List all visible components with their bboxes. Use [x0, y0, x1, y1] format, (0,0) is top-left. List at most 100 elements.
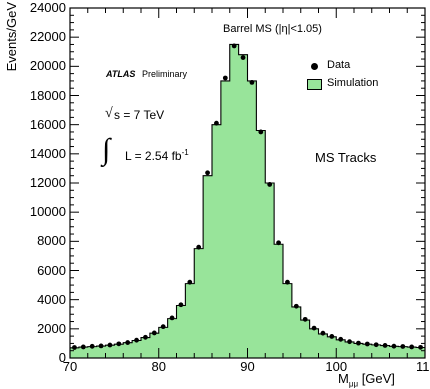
x-tick-label: 70: [62, 359, 78, 374]
data-point: [143, 334, 148, 340]
data-point: [338, 336, 344, 342]
data-point: [276, 240, 281, 246]
sim-bin: [300, 320, 311, 358]
y-tick-label: 6000: [37, 262, 66, 278]
data-point: [356, 340, 361, 346]
data-point: [409, 344, 415, 350]
x-tick-label: 90: [240, 359, 255, 374]
sim-bin: [229, 44, 240, 358]
y-tick-label: 12000: [29, 175, 66, 190]
data-point: [178, 302, 184, 308]
x-axis-label-sub: μμ: [348, 379, 359, 389]
data-point: [125, 340, 131, 345]
luminosity-label: L = 2.54 fb-1: [125, 148, 189, 163]
data-point: [329, 334, 335, 339]
sim-bin: [167, 318, 177, 358]
x-axis-label: Mμμ [GeV]: [338, 371, 395, 389]
legend-simulation-swatch: [307, 79, 322, 90]
y-tick-label: 0: [58, 350, 66, 365]
data-point: [347, 339, 352, 345]
sim-bin: [309, 328, 319, 358]
y-tick-label: 14000: [29, 145, 66, 161]
data-point: [240, 55, 246, 60]
sim-bin: [203, 175, 213, 358]
data-point: [205, 170, 210, 176]
legend-data-label: Data: [327, 59, 351, 71]
data-point: [373, 342, 379, 348]
x-axis-label-unit: [GeV]: [361, 371, 395, 386]
sim-bin: [194, 248, 204, 358]
data-point: [320, 330, 326, 336]
sim-bin: [220, 80, 231, 359]
data-point: [302, 316, 308, 322]
sim-bin: [345, 341, 355, 358]
sim-bin: [87, 346, 98, 358]
data-markers: [72, 43, 423, 350]
luminosity-text: L = 2.54 fb: [125, 149, 182, 163]
y-tick-label: 20000: [29, 58, 66, 74]
data-point: [391, 343, 397, 349]
data-point: [187, 279, 193, 285]
sim-bin: [141, 337, 151, 358]
data-point: [160, 324, 166, 330]
sim-bin: [105, 345, 115, 358]
data-point: [116, 341, 122, 347]
simulation-histogram: [70, 43, 426, 359]
data-point: [89, 343, 95, 349]
legend-data-marker: [311, 63, 318, 70]
data-point: [231, 43, 237, 49]
sim-bin: [238, 54, 248, 359]
simulation-outline: [70, 43, 425, 349]
data-point: [382, 343, 388, 348]
sim-bin: [362, 344, 373, 358]
data-point: [285, 279, 290, 285]
sim-bin: [114, 344, 124, 358]
sim-bin: [416, 347, 426, 358]
sim-bin: [256, 130, 266, 358]
sim-bin: [265, 183, 275, 358]
sim-bin: [158, 327, 169, 358]
data-point: [169, 315, 175, 321]
sim-bin: [380, 345, 390, 358]
data-point: [214, 120, 219, 126]
x-tick-label: 11: [416, 359, 430, 374]
y-tick-label: 24000: [29, 0, 66, 15]
data-point: [267, 182, 273, 187]
sim-bin: [327, 336, 337, 358]
x-tick-label: 80: [151, 359, 166, 374]
sqrt-symbol: √: [105, 106, 113, 121]
data-point: [364, 341, 370, 347]
sim-bin: [78, 347, 89, 358]
data-point: [107, 342, 113, 348]
y-tick-label: 2000: [37, 320, 66, 336]
energy-label: s = 7 TeV: [114, 108, 165, 122]
sim-bin: [132, 340, 142, 358]
y-tick-label: 4000: [37, 291, 66, 307]
data-point: [98, 343, 104, 349]
data-point: [400, 344, 406, 349]
sim-bin: [185, 283, 195, 358]
data-point: [258, 129, 264, 135]
sim-bin: [318, 333, 328, 358]
preliminary-label: Preliminary: [142, 69, 188, 79]
data-point: [222, 75, 228, 81]
sim-bin: [274, 244, 284, 358]
sim-bin: [70, 347, 80, 358]
data-point: [151, 330, 157, 336]
integral-symbol: ∫: [102, 133, 111, 166]
legend-simulation-label: Simulation: [327, 77, 379, 89]
data-point: [72, 345, 77, 350]
luminosity-exponent: -1: [181, 148, 189, 157]
y-tick-label: 16000: [29, 116, 66, 132]
atlas-label: ATLAS: [106, 69, 136, 79]
data-point: [293, 303, 299, 309]
sim-bin: [283, 283, 293, 358]
sim-bin: [176, 305, 186, 358]
sim-bin: [212, 124, 222, 359]
sim-bin: [291, 306, 302, 358]
sim-bin: [96, 346, 106, 358]
chart-title: Barrel MS (|η|<1.05): [223, 23, 322, 35]
sim-bin: [371, 344, 382, 358]
data-point: [196, 244, 202, 250]
